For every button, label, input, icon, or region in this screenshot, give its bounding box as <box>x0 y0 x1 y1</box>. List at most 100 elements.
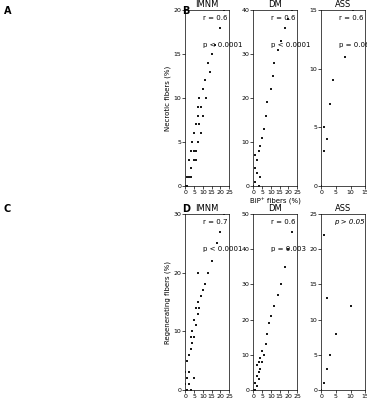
Point <box>321 124 327 130</box>
Title: ASS: ASS <box>335 0 351 9</box>
Point <box>342 54 348 60</box>
Point <box>256 148 262 154</box>
X-axis label: BiP⁺ fibers (%): BiP⁺ fibers (%) <box>250 198 301 205</box>
Point <box>189 340 195 346</box>
Point <box>184 174 190 180</box>
Point <box>324 366 330 372</box>
Point <box>188 165 193 172</box>
Point <box>193 305 199 311</box>
Point <box>188 346 193 352</box>
Point <box>275 292 281 298</box>
Point <box>256 183 262 189</box>
Point <box>200 287 206 294</box>
Point <box>256 369 262 376</box>
Title: DM: DM <box>268 204 282 213</box>
Point <box>184 387 190 393</box>
Point <box>324 136 330 142</box>
Point <box>321 380 327 386</box>
Point <box>198 293 204 299</box>
Point <box>275 46 281 53</box>
Point <box>205 60 211 66</box>
Text: p < 0.0001: p < 0.0001 <box>203 246 242 252</box>
Point <box>318 183 324 189</box>
Point <box>324 295 330 302</box>
Point <box>195 310 200 317</box>
Point <box>257 174 263 180</box>
Point <box>282 264 288 270</box>
Point <box>259 348 265 354</box>
Point <box>184 183 190 189</box>
Point <box>182 369 188 376</box>
Point <box>186 381 192 387</box>
Point <box>186 369 192 376</box>
Point <box>261 352 267 358</box>
Text: r = 0.7: r = 0.7 <box>203 219 228 225</box>
Text: D: D <box>182 204 190 214</box>
Point <box>279 38 284 44</box>
Point <box>189 328 195 334</box>
Point <box>196 121 202 128</box>
Point <box>289 228 295 235</box>
Point <box>189 139 195 145</box>
Point <box>198 130 204 136</box>
Point <box>254 373 260 379</box>
Point <box>200 86 206 92</box>
Point <box>212 42 218 48</box>
Point <box>195 270 200 276</box>
Text: p = 0.003: p = 0.003 <box>271 246 306 252</box>
Point <box>195 139 200 145</box>
Point <box>218 228 224 235</box>
Point <box>184 358 190 364</box>
Point <box>263 112 269 119</box>
Point <box>191 156 197 163</box>
Point <box>268 313 274 319</box>
Point <box>214 240 220 246</box>
Point <box>257 355 263 362</box>
Text: C: C <box>4 204 11 214</box>
Point <box>257 366 263 372</box>
Point <box>350 7 356 13</box>
Y-axis label: Regenerating fibers (%): Regenerating fibers (%) <box>164 260 171 344</box>
Point <box>193 121 199 128</box>
Point <box>254 362 260 368</box>
Point <box>186 174 192 180</box>
Point <box>264 99 270 106</box>
Point <box>203 95 209 101</box>
Point <box>321 148 327 154</box>
Point <box>259 359 265 365</box>
Point <box>188 334 193 340</box>
Point <box>289 7 295 13</box>
Title: DM: DM <box>268 0 282 9</box>
Point <box>198 104 204 110</box>
Point <box>268 86 274 92</box>
Text: B: B <box>182 6 189 16</box>
Point <box>279 281 284 288</box>
Point <box>195 104 200 110</box>
Text: r = 0.6: r = 0.6 <box>339 15 363 21</box>
Text: r = 0.6: r = 0.6 <box>203 15 228 21</box>
Point <box>282 24 288 31</box>
Point <box>348 302 353 309</box>
Point <box>250 183 256 189</box>
Point <box>259 134 265 141</box>
Point <box>195 299 200 305</box>
Point <box>182 183 188 189</box>
Point <box>184 375 190 382</box>
Point <box>254 156 260 163</box>
Point <box>202 281 208 288</box>
Text: r = 0.6: r = 0.6 <box>271 219 295 225</box>
Text: p < 0.0001: p < 0.0001 <box>271 42 310 48</box>
Title: IMNM: IMNM <box>196 204 219 213</box>
Text: r = 0.6: r = 0.6 <box>271 15 295 21</box>
Point <box>191 316 197 323</box>
Point <box>188 148 193 154</box>
Point <box>186 352 192 358</box>
Y-axis label: Necrotic fibers (%): Necrotic fibers (%) <box>164 65 171 131</box>
Point <box>191 148 197 154</box>
Point <box>191 130 197 136</box>
Point <box>186 156 192 163</box>
Point <box>193 148 199 154</box>
Point <box>191 375 197 382</box>
Point <box>256 376 262 383</box>
Point <box>272 302 277 309</box>
